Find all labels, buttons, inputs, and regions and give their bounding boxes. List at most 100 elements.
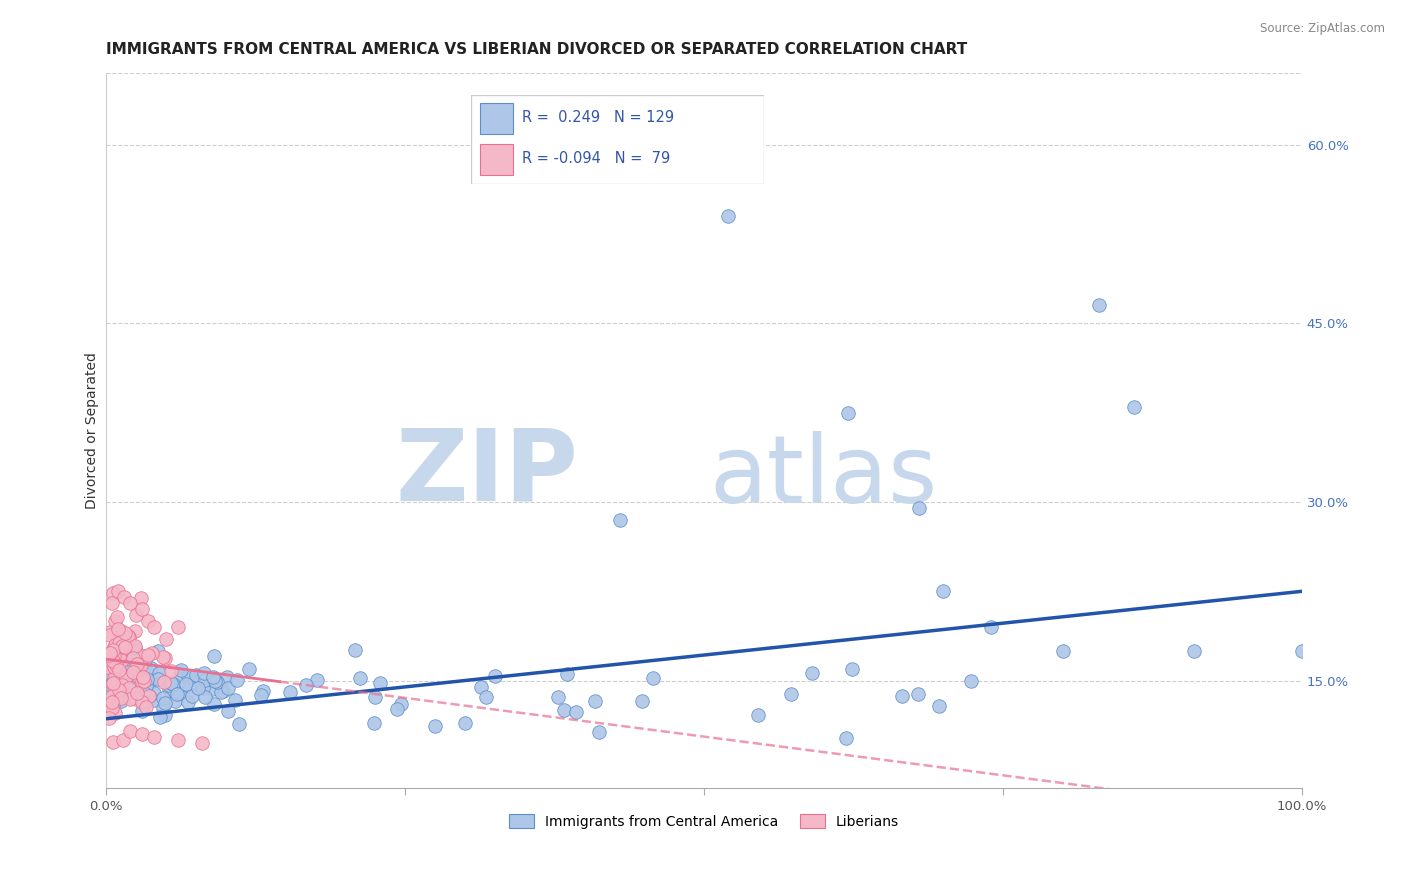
Point [111,665,134,680]
Point [932,584,955,599]
Point [202,697,225,711]
Point [217,681,239,695]
Point [837,406,859,420]
Point [217,670,239,684]
Point [105,610,128,624]
Point [484,669,506,683]
Point [131,602,153,616]
Point [98,678,121,692]
Point [111,653,134,667]
Point [152,701,174,715]
Point [101,695,124,709]
Point [167,620,190,634]
Point [143,730,166,744]
Point [105,673,128,688]
Point [363,716,385,731]
Point [127,670,149,684]
Point [343,643,366,657]
Point [363,690,385,705]
Point [800,666,823,681]
Point [470,680,492,694]
Point [107,636,129,650]
Point [136,672,159,686]
Point [908,500,931,515]
Point [960,673,983,688]
Point [110,691,132,706]
Point [107,682,129,697]
Point [278,684,301,698]
Point [104,614,127,628]
Point [107,665,129,680]
Y-axis label: Divorced or Separated: Divorced or Separated [86,352,100,509]
Point [146,644,169,658]
Point [609,513,631,527]
Point [96,660,118,674]
Point [121,687,143,701]
Point [120,691,142,706]
Point [780,687,803,701]
Point [583,694,606,708]
Point [114,625,136,640]
Point [747,707,769,722]
Point [368,675,391,690]
Legend: Immigrants from Central America, Liberians: Immigrants from Central America, Liberia… [503,808,904,835]
Point [117,628,139,642]
Point [1182,644,1205,658]
Point [103,671,125,685]
Point [103,640,125,655]
Point [194,690,217,704]
Point [204,674,226,689]
Point [153,708,176,723]
Point [100,687,122,701]
Point [159,678,181,692]
Point [107,677,129,691]
Point [475,690,498,704]
Text: atlas: atlas [710,431,938,523]
Point [134,659,156,673]
Point [131,674,153,689]
Point [132,697,155,711]
Text: IMMIGRANTS FROM CENTRAL AMERICA VS LIBERIAN DIVORCED OR SEPARATED CORRELATION CH: IMMIGRANTS FROM CENTRAL AMERICA VS LIBER… [107,42,967,57]
Point [103,660,125,674]
Point [105,657,128,672]
Point [980,620,1002,634]
Point [641,671,664,685]
Point [122,681,145,695]
Point [125,686,148,700]
Point [117,681,139,695]
Point [128,674,150,689]
Point [159,681,181,696]
Point [98,628,121,642]
Point [104,672,127,686]
Point [110,624,132,638]
Point [122,650,145,665]
Point [224,693,246,707]
Point [127,673,149,687]
Point [252,684,274,698]
Point [114,639,136,653]
Point [565,705,588,719]
Point [134,676,156,690]
Point [136,614,159,628]
Point [238,662,260,676]
Point [127,663,149,677]
Point [167,686,190,700]
Point [105,690,128,704]
Point [631,694,654,708]
Point [100,668,122,682]
Point [101,675,124,690]
Point [187,681,209,695]
Point [205,675,228,690]
Point [120,661,142,675]
Point [101,596,124,610]
Point [385,701,408,715]
Point [391,697,413,711]
Point [104,638,127,652]
Point [134,674,156,689]
Point [834,731,856,746]
Point [98,625,121,640]
Point [101,698,124,713]
Point [152,649,174,664]
Point [100,648,122,663]
Point [103,648,125,663]
